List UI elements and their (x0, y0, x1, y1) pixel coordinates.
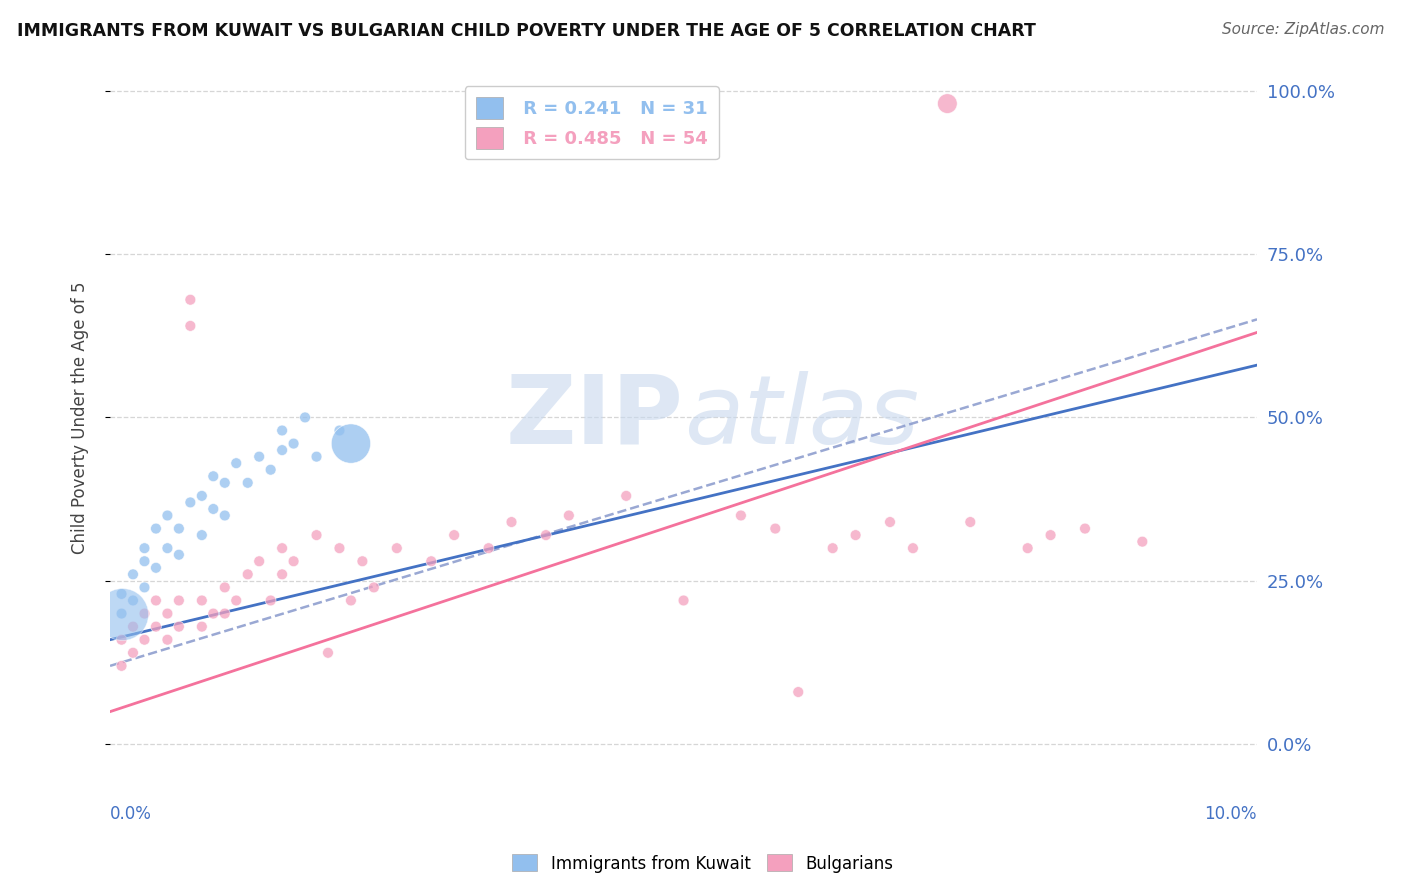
Point (340, 593, 363, 607)
Point (225, 593, 247, 607)
Point (763, 522, 786, 536)
Point (179, 495, 201, 509)
Point (879, 515, 901, 529)
Text: IMMIGRANTS FROM KUWAIT VS BULGARIAN CHILD POVERTY UNDER THE AGE OF 5 CORRELATION: IMMIGRANTS FROM KUWAIT VS BULGARIAN CHIL… (17, 22, 1036, 40)
Point (1017, 541, 1039, 556)
Point (214, 475, 236, 490)
Point (202, 469, 225, 483)
Point (191, 489, 214, 503)
Text: ZIP: ZIP (506, 371, 683, 464)
Point (110, 632, 132, 647)
Text: 0.0%: 0.0% (110, 805, 152, 823)
Point (225, 456, 247, 470)
Point (134, 554, 156, 568)
Point (110, 607, 132, 621)
Point (122, 593, 145, 607)
Point (1130, 534, 1153, 549)
Point (202, 607, 225, 621)
Y-axis label: Child Poverty Under the Age of 5: Child Poverty Under the Age of 5 (72, 281, 89, 554)
Point (328, 424, 350, 438)
Point (236, 475, 259, 490)
Point (385, 541, 408, 556)
Point (214, 508, 236, 523)
Point (156, 607, 179, 621)
Point (443, 528, 465, 542)
Point (191, 528, 214, 542)
Point (156, 541, 179, 556)
Point (214, 607, 236, 621)
Point (259, 463, 281, 477)
Point (145, 620, 167, 634)
Point (259, 593, 281, 607)
Point (1074, 522, 1097, 536)
Point (901, 541, 924, 556)
Point (936, 96, 959, 111)
Point (305, 450, 328, 464)
Point (167, 593, 190, 607)
Point (821, 541, 844, 556)
Point (179, 293, 201, 307)
Point (283, 554, 305, 568)
Text: atlas: atlas (683, 371, 918, 464)
Point (122, 620, 145, 634)
Point (294, 410, 316, 425)
Point (202, 502, 225, 516)
Point (558, 508, 581, 523)
Point (787, 685, 810, 699)
Text: 10.0%: 10.0% (1205, 805, 1257, 823)
Point (110, 658, 132, 673)
Legend: Immigrants from Kuwait, Bulgarians: Immigrants from Kuwait, Bulgarians (506, 847, 900, 880)
Point (236, 567, 259, 582)
Point (959, 515, 981, 529)
Point (134, 581, 156, 595)
Legend:  R = 0.241   N = 31,  R = 0.485   N = 54: R = 0.241 N = 31, R = 0.485 N = 54 (465, 87, 718, 160)
Point (156, 632, 179, 647)
Point (363, 581, 385, 595)
Point (156, 508, 179, 523)
Point (340, 436, 363, 450)
Point (134, 541, 156, 556)
Point (122, 567, 145, 582)
Point (167, 522, 190, 536)
Point (534, 528, 557, 542)
Point (179, 318, 201, 333)
Point (167, 548, 190, 562)
Point (214, 581, 236, 595)
Point (122, 646, 145, 660)
Point (191, 593, 214, 607)
Point (134, 607, 156, 621)
Point (1039, 528, 1062, 542)
Text: Source: ZipAtlas.com: Source: ZipAtlas.com (1222, 22, 1385, 37)
Point (145, 561, 167, 575)
Point (328, 541, 350, 556)
Point (845, 528, 868, 542)
Point (145, 522, 167, 536)
Point (134, 632, 156, 647)
Point (191, 620, 214, 634)
Point (167, 620, 190, 634)
Point (730, 508, 752, 523)
Point (477, 541, 499, 556)
Point (110, 607, 132, 621)
Point (283, 436, 305, 450)
Point (501, 515, 523, 529)
Point (145, 593, 167, 607)
Point (247, 554, 270, 568)
Point (271, 541, 294, 556)
Point (614, 489, 637, 503)
Point (305, 528, 328, 542)
Point (352, 554, 374, 568)
Point (247, 450, 270, 464)
Point (672, 593, 695, 607)
Point (316, 646, 339, 660)
Point (271, 424, 294, 438)
Point (271, 567, 294, 582)
Point (110, 587, 132, 601)
Point (271, 443, 294, 458)
Point (420, 554, 443, 568)
